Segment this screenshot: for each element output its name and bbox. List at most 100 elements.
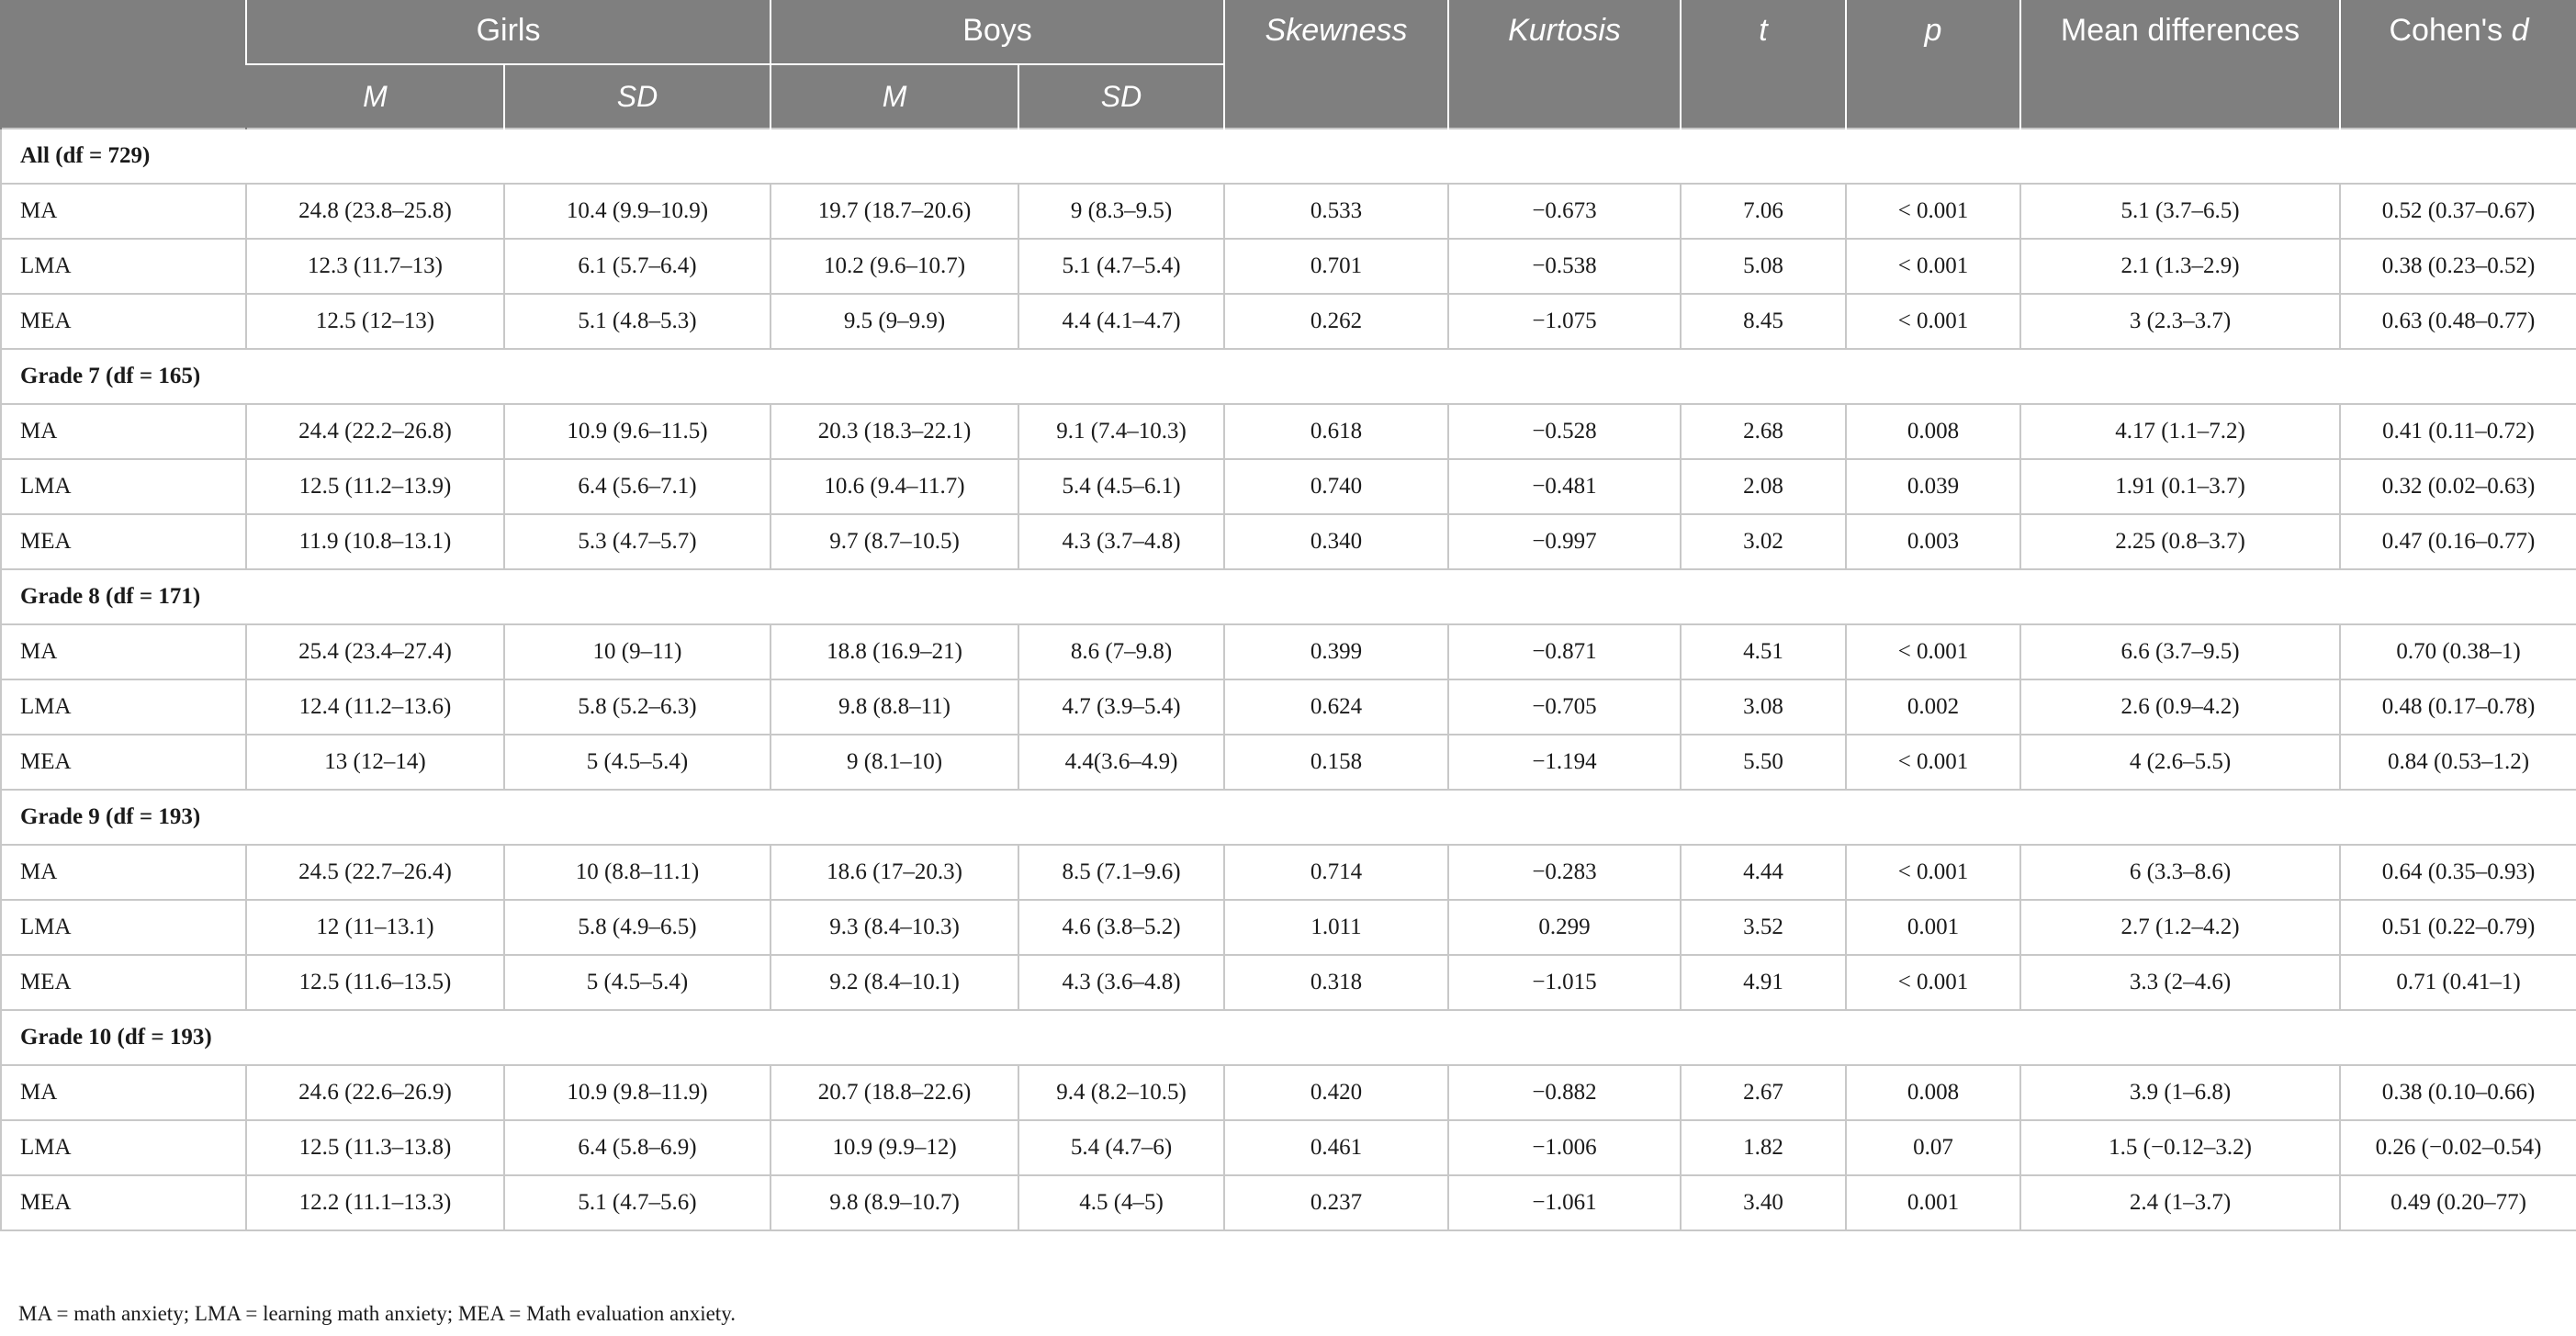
table-cell: 5.50 [1680,734,1848,791]
table-cell: 0.84 (0.53–1.2) [2339,734,2576,791]
table-cell: −0.528 [1447,403,1682,460]
table-row: MEA 12.2 (11.1–13.3) 5.1 (4.7–5.6) 9.8 (8.9… [0,1174,2576,1231]
table-cell: 20.3 (18.3–22.1) [770,403,1020,460]
table-cell: 12.2 (11.1–13.3) [245,1174,505,1231]
boys-sd-header: SD [1018,63,1225,129]
table-cell: 2.7 (1.2–4.2) [2019,899,2342,956]
row-label: LMA [0,899,247,956]
table-cell: 0.63 (0.48–0.77) [2339,293,2576,350]
table-cell: 0.51 (0.22–0.79) [2339,899,2576,956]
table-cell: 9.2 (8.4–10.1) [770,954,1020,1011]
table-cell: 4.7 (3.9–5.4) [1018,679,1226,735]
table-cell: 10.9 (9.9–12) [770,1119,1020,1176]
row-label: MA [0,844,247,901]
table-row: MEA 12.5 (12–13) 5.1 (4.8–5.3) 9.5 (9–9.9) 4… [0,293,2576,350]
cohens-d-header: Cohen's d [2339,0,2576,129]
table-row: LMA 12.4 (11.2–13.6) 5.8 (5.2–6.3) 9.8 (8.8… [0,679,2576,735]
table-cell: < 0.001 [1845,734,2022,791]
table-row: LMA 12.3 (11.7–13) 6.1 (5.7–6.4) 10.2 (9.6–… [0,238,2576,295]
table-cell: 9 (8.3–9.5) [1018,183,1226,240]
table-cell: 18.6 (17–20.3) [770,844,1020,901]
row-label: MA [0,183,247,240]
table-cell: 0.701 [1223,238,1450,295]
table-cell: 0.533 [1223,183,1450,240]
row-label: LMA [0,238,247,295]
table-cell: 12.4 (11.2–13.6) [245,679,505,735]
table-cell: −0.538 [1447,238,1682,295]
table-cell: 8.6 (7–9.8) [1018,623,1226,680]
table-cell: 6.1 (5.7–6.4) [502,238,772,295]
table-cell: 1.5 (−0.12–3.2) [2019,1119,2342,1176]
table-row: MEA 13 (12–14) 5 (4.5–5.4) 9 (8.1–10) 4.4(3.… [0,734,2576,791]
table-cell: 0.41 (0.11–0.72) [2339,403,2576,460]
table-cell: 1.82 [1680,1119,1848,1176]
table-cell: 0.002 [1845,679,2022,735]
table-cell: 6.6 (3.7–9.5) [2019,623,2342,680]
table-cell: 0.039 [1845,458,2022,515]
boys-label: Boys [962,13,1032,48]
table-cell: 4.17 (1.1–7.2) [2019,403,2342,460]
table-cell: 0.299 [1447,899,1682,956]
table-cell: 12.3 (11.7–13) [245,238,505,295]
table-cell: 3.02 [1680,513,1848,570]
table-cell: 24.8 (23.8–25.8) [245,183,505,240]
table-cell: 6 (3.3–8.6) [2019,844,2342,901]
table-cell: 0.70 (0.38–1) [2339,623,2576,680]
girls-group-header: Girls [244,0,771,64]
section-title: All (df = 729) [0,128,2576,185]
table-row: MEA 12.5 (11.6–13.5) 5 (4.5–5.4) 9.2 (8.4–1… [0,954,2576,1011]
table-row: LMA 12.5 (11.3–13.8) 6.4 (5.8–6.9) 10.9 (9.… [0,1119,2576,1176]
table-cell: < 0.001 [1845,844,2022,901]
table-cell: 5.1 (3.7–6.5) [2019,183,2342,240]
table-header: Girls Boys Skewness Kurtosis t p Mean di… [0,0,2576,129]
table-footnote: MA = math anxiety; LMA = learning math a… [18,1302,736,1325]
table-cell: 0.001 [1845,899,2022,956]
table-cell: 5.4 (4.5–6.1) [1018,458,1226,515]
row-label-header [0,0,246,129]
row-label: MA [0,1064,247,1121]
table-cell: 0.07 [1845,1119,2022,1176]
table-cell: −0.997 [1447,513,1682,570]
table-cell: 4.3 (3.6–4.8) [1018,954,1226,1011]
table-cell: 9.1 (7.4–10.3) [1018,403,1226,460]
table-cell: 18.8 (16.9–21) [770,623,1020,680]
table-cell: 12.5 (11.2–13.9) [245,458,505,515]
table-cell: 0.340 [1223,513,1450,570]
table-cell: −1.015 [1447,954,1682,1011]
table-row: LMA 12.5 (11.2–13.9) 6.4 (5.6–7.1) 10.6 (9.… [0,458,2576,515]
table-cell: 2.6 (0.9–4.2) [2019,679,2342,735]
table-row: MA 25.4 (23.4–27.4) 10 (9–11) 18.8 (16.9–21… [0,623,2576,680]
row-label: MEA [0,1174,247,1231]
table-cell: 0.008 [1845,1064,2022,1121]
table-cell: 0.399 [1223,623,1450,680]
table-row: MEA 11.9 (10.8–13.1) 5.3 (4.7–5.7) 9.7 (8.7… [0,513,2576,570]
table-cell: 0.237 [1223,1174,1450,1231]
table-cell: 8.5 (7.1–9.6) [1018,844,1226,901]
p-header: p [1845,0,2021,129]
table-cell: 0.318 [1223,954,1450,1011]
section-title: Grade 8 (df = 171) [0,568,2576,625]
table-cell: 0.262 [1223,293,1450,350]
girls-m-header: M [245,63,504,129]
skewness-header: Skewness [1223,0,1449,129]
table-cell: 0.008 [1845,403,2022,460]
girls-label: Girls [476,13,541,48]
table-cell: 10.9 (9.6–11.5) [502,403,772,460]
table-cell: 2.25 (0.8–3.7) [2019,513,2342,570]
table-cell: 0.71 (0.41–1) [2339,954,2576,1011]
section-row: All (df = 729) [0,128,2576,185]
table-cell: 1.011 [1223,899,1450,956]
table-cell: 5.8 (4.9–6.5) [502,899,772,956]
results-table: Girls Boys Skewness Kurtosis t p Mean di… [0,0,2576,1231]
table-cell: 2.08 [1680,458,1848,515]
mean-differences-header: Mean differences [2019,0,2341,129]
table-cell: 11.9 (10.8–13.1) [245,513,505,570]
table-cell: 4.91 [1680,954,1848,1011]
table-cell: 4.5 (4–5) [1018,1174,1226,1231]
table-cell: 0.420 [1223,1064,1450,1121]
table-cell: 0.618 [1223,403,1450,460]
row-label: MEA [0,954,247,1011]
t-header: t [1680,0,1847,129]
row-label: MA [0,403,247,460]
table-cell: 12.5 (11.3–13.8) [245,1119,505,1176]
